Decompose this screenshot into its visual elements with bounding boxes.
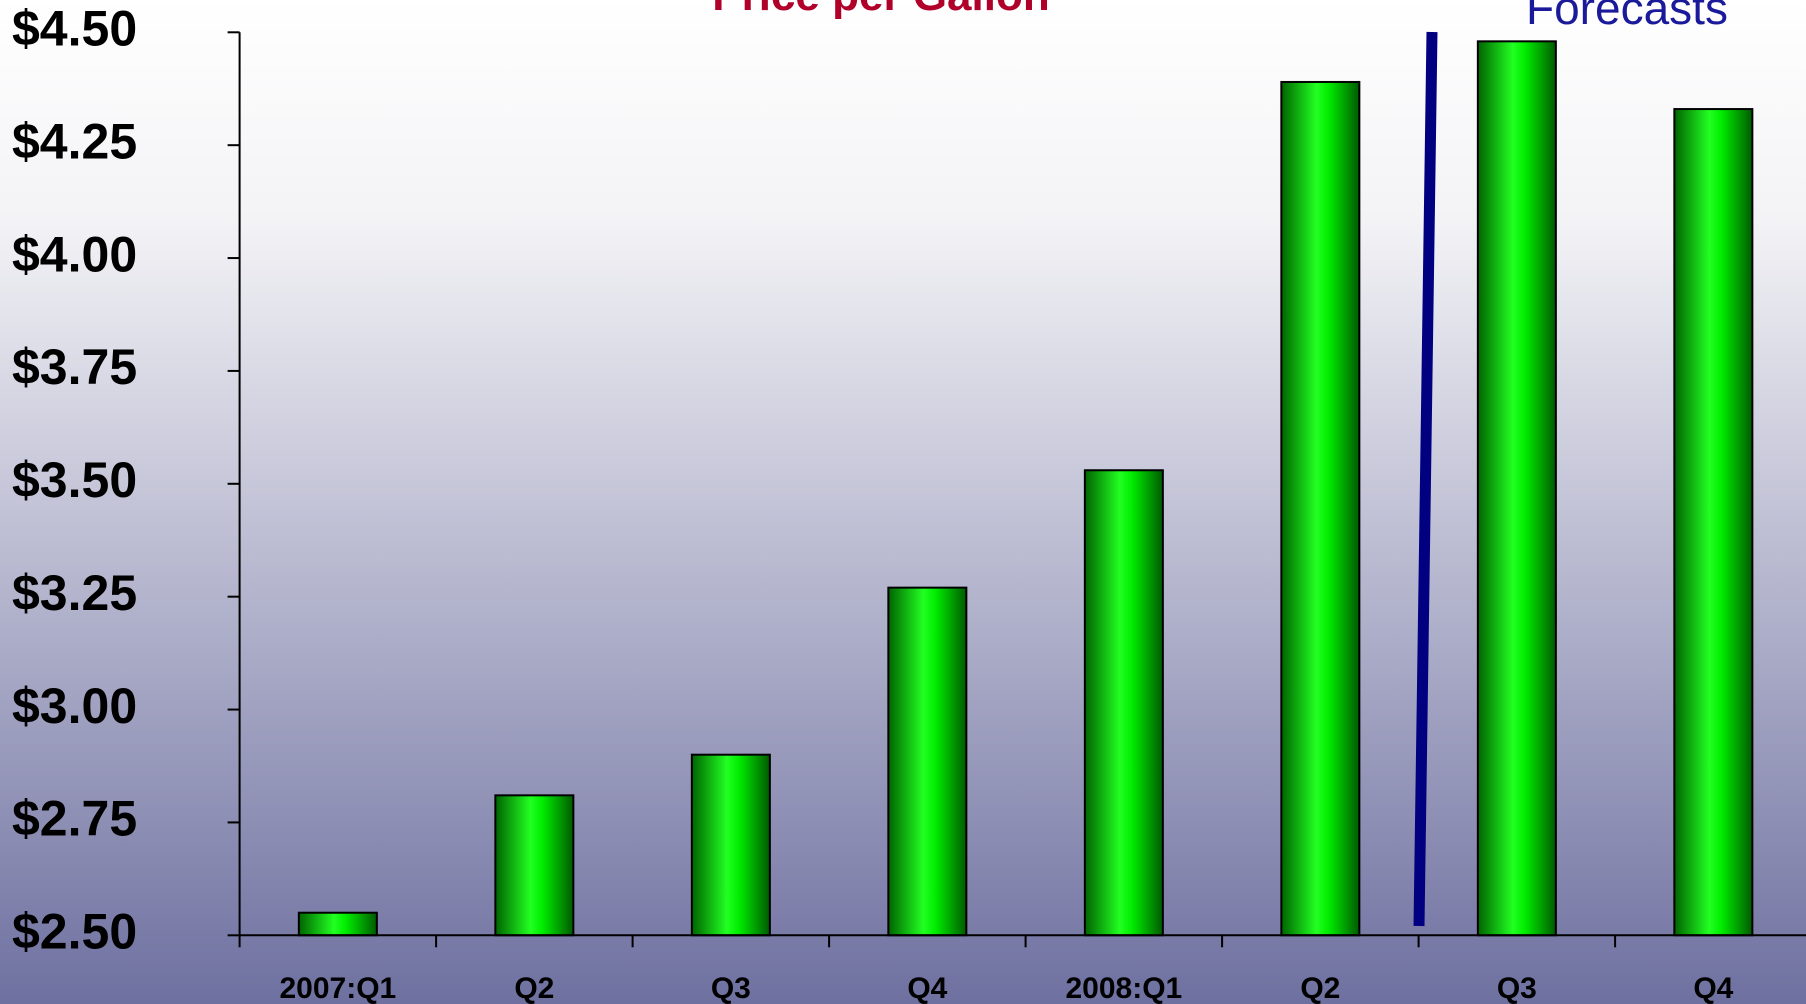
bar: [494, 794, 575, 937]
x-tick-label: 2007:Q1: [279, 972, 396, 1004]
bar: [1083, 469, 1164, 937]
x-tick-label: Q2: [514, 972, 554, 1004]
y-tick-label: $3.00: [12, 678, 137, 734]
y-tick-label: $4.50: [12, 1, 137, 57]
x-tick-label: Q4: [907, 972, 947, 1004]
forecast-divider: [1413, 31, 1438, 927]
y-tick-label: $3.25: [12, 565, 137, 621]
y-tick-label: $2.75: [12, 791, 137, 847]
x-tick-label: Q2: [1300, 972, 1340, 1004]
x-tick-label: Q3: [711, 972, 751, 1004]
bar: [690, 753, 771, 937]
x-tick-label: Q4: [1693, 972, 1733, 1004]
y-tick-label: $4.25: [12, 113, 137, 169]
x-tick-label: 2008:Q1: [1065, 972, 1182, 1004]
bar: [887, 586, 968, 937]
annotation: Forecasts: [1526, 0, 1728, 34]
y-tick-label: $3.75: [12, 339, 137, 395]
bar: [297, 911, 378, 937]
y-tick-label: $4.00: [12, 226, 137, 282]
y-tick-label: $3.50: [12, 452, 137, 508]
chart-title: Price per Gallon: [712, 0, 1049, 20]
bar: [1476, 40, 1557, 937]
bar: [1280, 80, 1361, 937]
x-tick-label: Q3: [1497, 972, 1537, 1004]
y-tick-label: $2.50: [12, 904, 137, 960]
bar: [1673, 108, 1754, 937]
